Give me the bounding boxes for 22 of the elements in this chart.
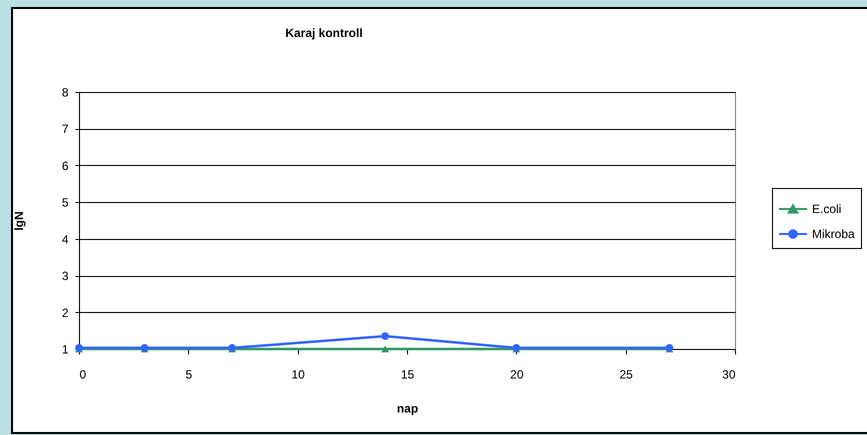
x-tick-label: 10 bbox=[291, 368, 306, 382]
y-tick-label: 8 bbox=[62, 86, 69, 100]
y-tick-label: 5 bbox=[62, 196, 69, 210]
legend-label: E.coli bbox=[812, 202, 842, 216]
x-axis-title: nap bbox=[396, 402, 418, 416]
x-tick-label: 30 bbox=[722, 368, 736, 382]
y-tick-label: 1 bbox=[62, 342, 69, 356]
x-tick-label: 0 bbox=[80, 368, 86, 382]
x-tick-label: 25 bbox=[619, 368, 634, 382]
point bbox=[381, 332, 390, 340]
legend-label: Mikroba bbox=[812, 227, 856, 241]
y-tick-label: 4 bbox=[62, 232, 69, 246]
y-tick-label: 7 bbox=[62, 122, 69, 136]
chart-title: Karaj kontroll bbox=[285, 26, 363, 40]
y-axis-title: lgN bbox=[12, 211, 26, 231]
x-tick-label: 5 bbox=[185, 368, 192, 382]
point bbox=[381, 346, 390, 352]
y-tick-label: 3 bbox=[62, 269, 69, 284]
y-tick-label: 6 bbox=[62, 158, 69, 173]
y-tick-label: 2 bbox=[62, 306, 69, 320]
x-tick-label: 15 bbox=[400, 368, 414, 382]
x-tick-label: 20 bbox=[510, 368, 524, 382]
